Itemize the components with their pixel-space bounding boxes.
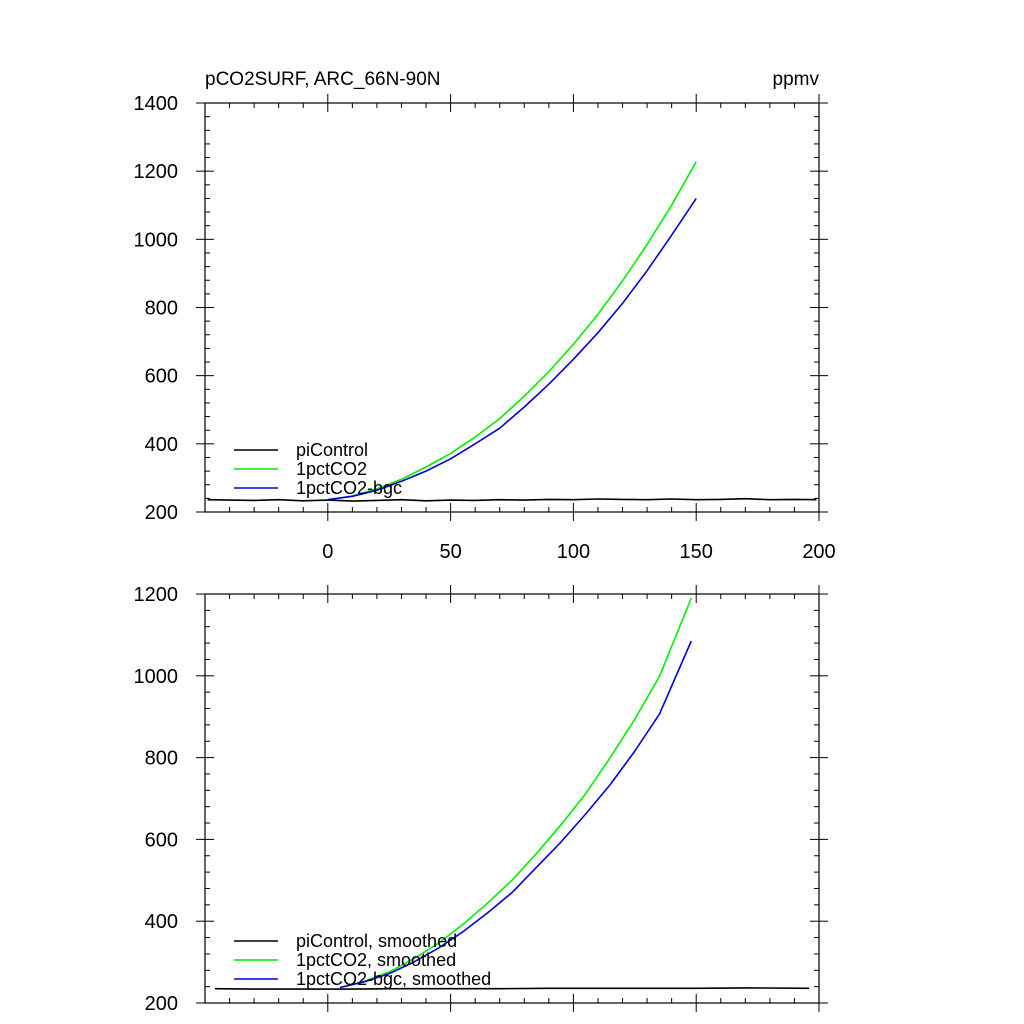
series-line-1 bbox=[327, 161, 697, 501]
y-tick-label: 1400 bbox=[134, 93, 179, 115]
top-panel: 200 400 600 800 1000 1200 1400 0 50 100 150 200 pCO2… bbox=[134, 69, 836, 563]
y-tick-label: 800 bbox=[145, 748, 178, 770]
legend-label-0: piControl, smoothed bbox=[296, 931, 457, 951]
y-tick-label: 200 bbox=[145, 502, 178, 524]
x-tick-label: 100 bbox=[557, 541, 590, 563]
y-tick-label: 1200 bbox=[134, 161, 179, 183]
x-tick-label: 50 bbox=[439, 541, 461, 563]
chart-title: pCO2SURF, ARC_66N-90N bbox=[205, 69, 440, 90]
y-tick-label: 1200 bbox=[134, 584, 179, 606]
y-tick-label: 600 bbox=[145, 366, 178, 388]
x-tick-label: 150 bbox=[680, 541, 713, 563]
y-tick-label: 200 bbox=[145, 993, 178, 1015]
series-line-0 bbox=[214, 987, 810, 990]
series-line-2 bbox=[339, 640, 693, 989]
y-tick-label: 800 bbox=[145, 298, 178, 320]
plot-frame bbox=[204, 593, 820, 1004]
chart-units: ppmv bbox=[773, 69, 820, 90]
y-tick-label: 1000 bbox=[134, 666, 179, 688]
x-tick-label: 0 bbox=[322, 541, 333, 563]
legend-label-2: 1pctCO2-bgc bbox=[296, 478, 402, 498]
series-line-0 bbox=[207, 497, 817, 502]
legend-label-0: piControl bbox=[296, 440, 368, 460]
legend-label-1: 1pctCO2 bbox=[296, 459, 367, 479]
legend-label-2: 1pctCO2-bgc, smoothed bbox=[296, 969, 491, 989]
y-tick-label: 400 bbox=[145, 911, 178, 933]
x-tick-label: 200 bbox=[802, 541, 835, 563]
y-tick-label: 400 bbox=[145, 434, 178, 456]
y-tick-label: 1000 bbox=[134, 229, 179, 251]
series-line-1 bbox=[339, 597, 693, 989]
y-tick-label: 600 bbox=[145, 829, 178, 851]
legend-label-1: 1pctCO2, smoothed bbox=[296, 950, 456, 970]
series-line-2 bbox=[327, 197, 697, 501]
